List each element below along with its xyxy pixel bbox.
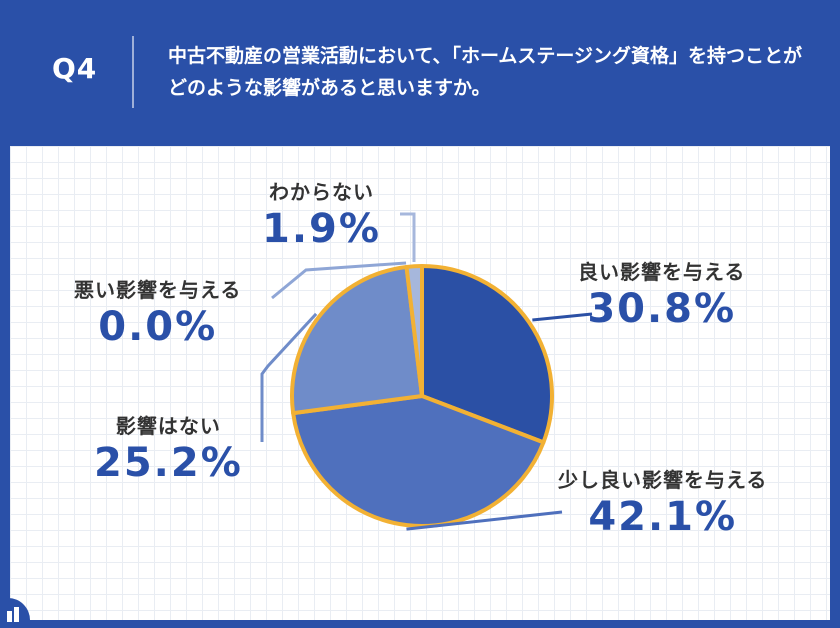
question-header: Q4 中古不動産の営業活動において、「ホームステージング資格」を持つことがどのよ…	[0, 0, 840, 146]
label-good-impact: 良い影響を与える 30.8%	[578, 256, 745, 333]
slice-no-impact	[290, 264, 424, 416]
leader-line	[260, 312, 318, 442]
slice-label: 悪い影響を与える	[74, 278, 242, 302]
question-number: Q4	[52, 52, 98, 85]
slice-value: 1.9%	[262, 206, 381, 252]
pie-chart	[260, 212, 593, 531]
label-slightly-good-impact: 少し良い影響を与える 42.1%	[558, 464, 767, 541]
slice-label: 影響はない	[115, 414, 221, 438]
slice-dont-know	[404, 264, 424, 398]
slice-value: 30.8%	[587, 286, 737, 332]
slice-value: 0.0%	[98, 304, 218, 350]
slice-label: わからない	[268, 180, 374, 204]
label-dont-know: わからない 1.9%	[262, 176, 381, 253]
slice-value: 42.1%	[588, 494, 738, 540]
label-bad-impact: 悪い影響を与える 0.0%	[74, 274, 241, 351]
slice-label: 少し良い影響を与える	[558, 468, 768, 492]
header-divider	[132, 36, 134, 108]
question-text: 中古不動産の営業活動において、「ホームステージング資格」を持つことがどのような影…	[168, 45, 803, 99]
leader-line	[406, 510, 563, 531]
leader-line	[271, 261, 407, 300]
chart-panel: 良い影響を与える 30.8% 少し良い影響を与える 42.1% 影響はない 25…	[10, 146, 830, 620]
slice-good-impact	[420, 264, 554, 445]
slice-value: 25.2%	[94, 440, 243, 486]
label-no-impact: 影響はない 25.2%	[94, 410, 243, 487]
slice-label: 良い影響を与える	[578, 260, 746, 284]
leader-line	[400, 212, 416, 262]
leader-line	[532, 312, 593, 322]
slice-slightly-good-impact	[291, 394, 546, 528]
